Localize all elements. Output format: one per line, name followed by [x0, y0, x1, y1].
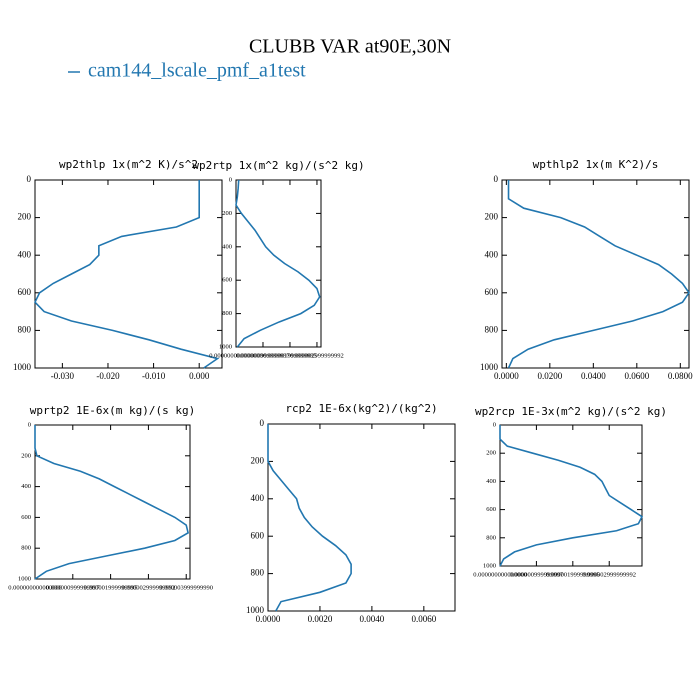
x-tick-label: 0.000000000000000 [209, 352, 263, 359]
y-tick-label: 800 [485, 324, 499, 334]
plot-frame [501, 179, 690, 369]
x-tick-label: 0.0020 [308, 614, 333, 624]
x-tick-label: 0.0000 [494, 371, 519, 381]
x-tick-label: 0.000002999999992 [290, 352, 344, 359]
y-tick-label: 600 [251, 530, 265, 540]
y-tick-label: 1000 [219, 343, 232, 350]
profile-line [499, 425, 644, 567]
profile-line [235, 179, 321, 348]
x-tick-label: 0.0800 [668, 371, 693, 381]
x-tick-label: 0.000000000000000 [473, 571, 527, 578]
plot-frame [34, 424, 191, 580]
profile-line [34, 425, 190, 580]
y-tick-label: 1000 [483, 562, 496, 569]
y-tick-label: 400 [251, 493, 265, 503]
x-tick-label: 0.000002999999992 [122, 584, 176, 591]
panel-title: wpthlp2 1x(m K^2)/s [533, 158, 659, 171]
page-title: CLUBB VAR at90E,30N [249, 36, 451, 58]
plot-frame [499, 424, 643, 567]
x-tick-label: 0.000 [189, 371, 210, 381]
x-tick-label: -0.020 [96, 371, 120, 381]
x-tick-label: 0.0000 [256, 614, 281, 624]
x-tick-label: 0.000002999999992 [582, 571, 636, 578]
x-tick-label: 0.0400 [581, 371, 606, 381]
plot-frame [34, 179, 223, 369]
y-tick-label: 800 [21, 545, 31, 552]
panel-title: wprtp2 1E-6x(m kg)/(s kg) [30, 404, 196, 417]
panel-title: wp2rcp 1E-3x(m^2 kg)/(s^2 kg) [475, 405, 667, 418]
y-tick-label: 1000 [13, 362, 32, 372]
y-tick-label: 800 [222, 310, 232, 317]
x-tick-label: 0.000001999999995 [84, 584, 138, 591]
y-tick-label: 0 [260, 418, 265, 428]
y-tick-label: 0 [494, 174, 499, 184]
panel-title: rcp2 1E-6x(kg^2)/(kg^2) [285, 402, 437, 415]
y-tick-label: 600 [486, 506, 496, 513]
y-tick-label: 200 [485, 212, 499, 222]
x-tick-label: 0.000001999999995 [263, 352, 317, 359]
profile-line [507, 180, 690, 369]
x-tick-label: 0.0600 [624, 371, 649, 381]
y-tick-label: 600 [18, 287, 32, 297]
y-tick-label: 400 [21, 483, 31, 490]
y-tick-label: 600 [21, 514, 31, 521]
panel-title: wp2thlp 1x(m^2 K)/s^2 [59, 158, 198, 171]
plot-frame [267, 423, 456, 612]
plot-frame [235, 179, 322, 348]
x-tick-label: 0.000000999999997 [46, 584, 100, 591]
y-tick-label: 0 [229, 176, 232, 183]
y-tick-label: 200 [21, 452, 31, 459]
y-tick-label: 400 [18, 249, 32, 259]
x-tick-label: -0.010 [142, 371, 166, 381]
y-tick-label: 0 [27, 174, 32, 184]
y-tick-label: 400 [486, 478, 496, 485]
x-tick-label: 0.000001999999995 [546, 571, 600, 578]
y-tick-label: 1000 [18, 575, 31, 582]
x-tick-label: 0.0060 [411, 614, 436, 624]
x-tick-label: 0.0040 [360, 614, 385, 624]
panel-title: wp2rtp 1x(m^2 kg)/(s^2 kg) [192, 159, 364, 172]
profile-line [267, 424, 352, 612]
y-tick-label: 800 [251, 568, 265, 578]
y-tick-label: 800 [486, 534, 496, 541]
y-tick-label: 400 [222, 243, 232, 250]
y-tick-label: 1000 [246, 605, 265, 615]
y-tick-label: 1000 [480, 362, 499, 372]
y-tick-label: 800 [18, 324, 32, 334]
y-tick-label: 200 [486, 450, 496, 457]
y-tick-label: 0 [28, 421, 31, 428]
x-tick-label: 0.000000000000000 [8, 584, 62, 591]
y-tick-label: 200 [251, 455, 265, 465]
y-tick-label: 600 [222, 277, 232, 284]
x-tick-label: 0.0200 [537, 371, 562, 381]
x-tick-label: 0.000000999999997 [510, 571, 564, 578]
x-tick-label: 0.000000999999997 [236, 352, 290, 359]
y-tick-label: 200 [222, 210, 232, 217]
y-tick-label: 400 [485, 249, 499, 259]
x-tick-label: -0.030 [51, 371, 75, 381]
profile-line [34, 180, 220, 369]
y-tick-label: 200 [18, 212, 32, 222]
y-tick-label: 0 [493, 421, 496, 428]
y-tick-label: 600 [485, 287, 499, 297]
x-tick-label: 0.000003999999990 [159, 584, 213, 591]
legend-label: cam144_lscale_pmf_a1test [88, 60, 306, 82]
